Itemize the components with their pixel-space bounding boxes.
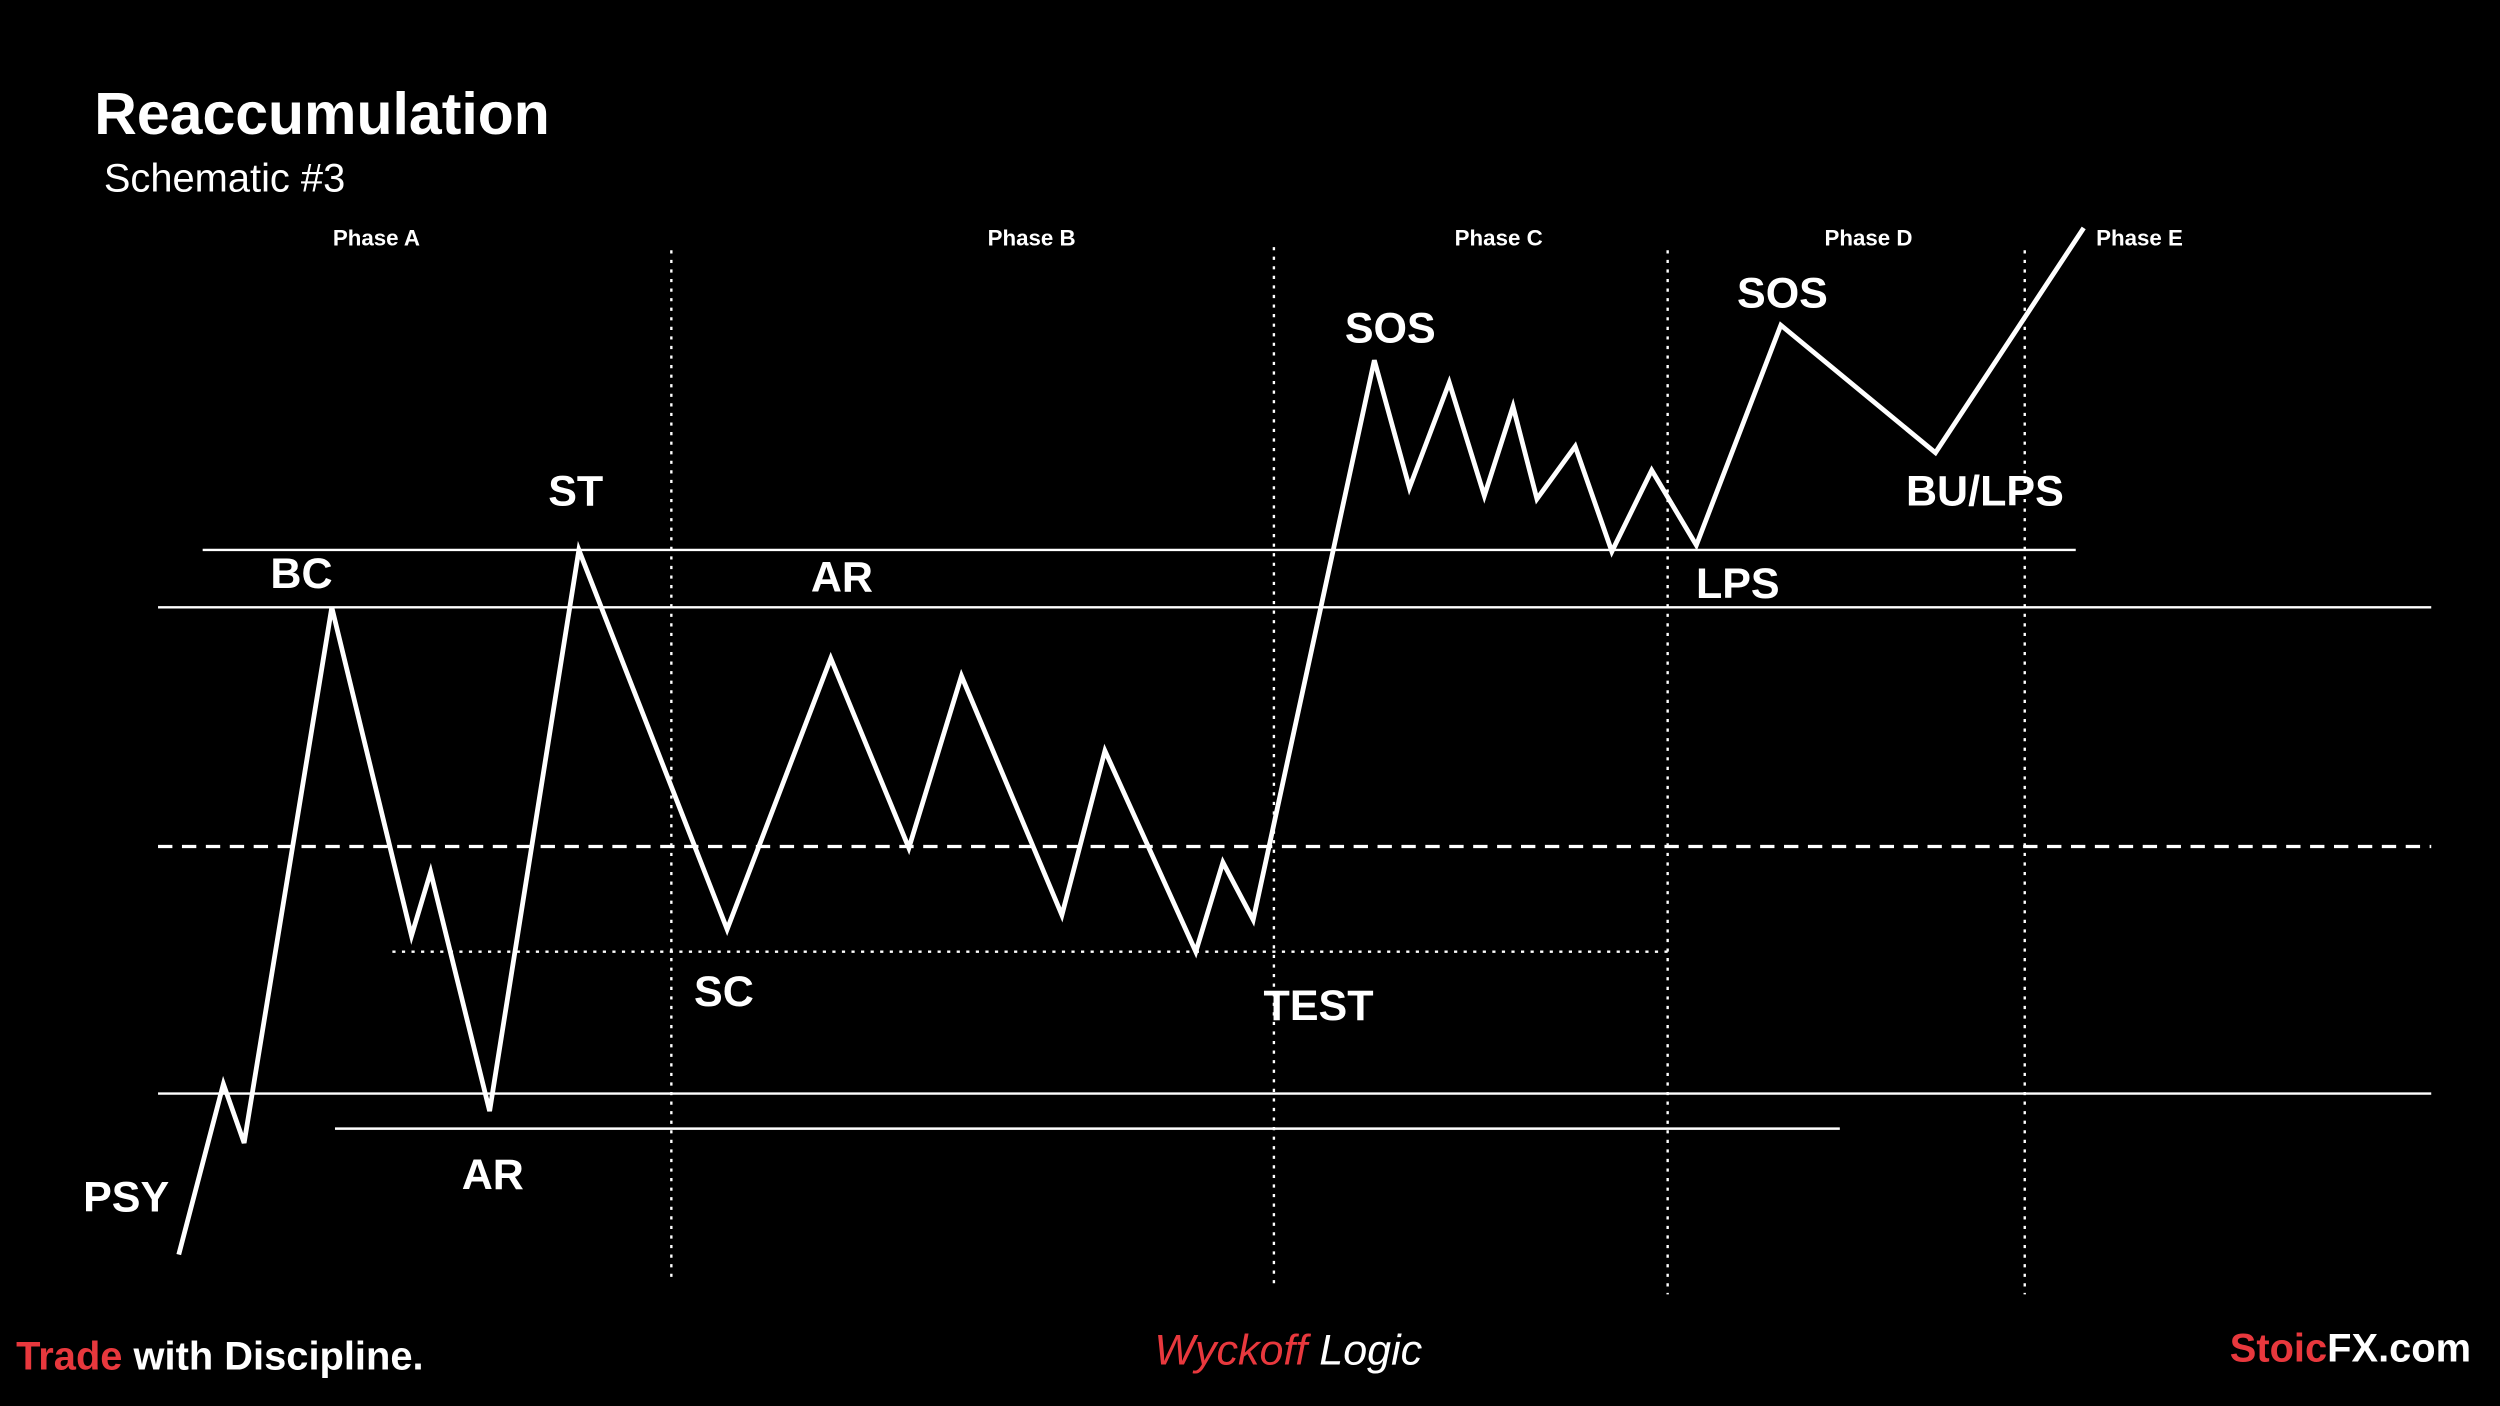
title: Reaccumulation [94, 82, 549, 147]
center-accent: Wyckoff [1154, 1327, 1311, 1375]
event-label: AR [462, 1151, 524, 1199]
phase-label: Phase B [988, 225, 1076, 250]
event-label: LPS [1696, 560, 1780, 608]
event-label: AR [811, 553, 873, 601]
brand-accent: Stoic [2230, 1326, 2327, 1370]
center-rest: Logic [1307, 1327, 1422, 1375]
phase-label: Phase E [2096, 225, 2183, 250]
phase-label: Phase A [333, 225, 420, 250]
event-label: SC [694, 968, 754, 1016]
levels [158, 247, 2432, 1295]
price-path [176, 226, 2086, 1256]
event-label: BU/LPS [1906, 467, 2064, 515]
center-caption: Wyckoff Logic [1154, 1327, 1422, 1375]
event-label: ST [548, 467, 603, 515]
event-label: SOS [1345, 305, 1436, 353]
tagline-rest: with Discipline. [122, 1334, 423, 1378]
brand-rest: FX.com [2327, 1326, 2471, 1370]
event-label: BC [270, 550, 332, 598]
subtitle: Schematic #3 [104, 156, 345, 200]
tagline: Trade with Discipline. [16, 1334, 423, 1378]
tagline-accent: Trade [16, 1334, 122, 1378]
event-label: SOS [1737, 270, 1828, 318]
brand: StoicFX.com [2230, 1326, 2471, 1370]
phase-label: Phase D [1825, 225, 1913, 250]
event-label: TEST [1264, 982, 1374, 1030]
event-label: PSY [83, 1174, 169, 1222]
phase-label: Phase C [1455, 225, 1543, 250]
